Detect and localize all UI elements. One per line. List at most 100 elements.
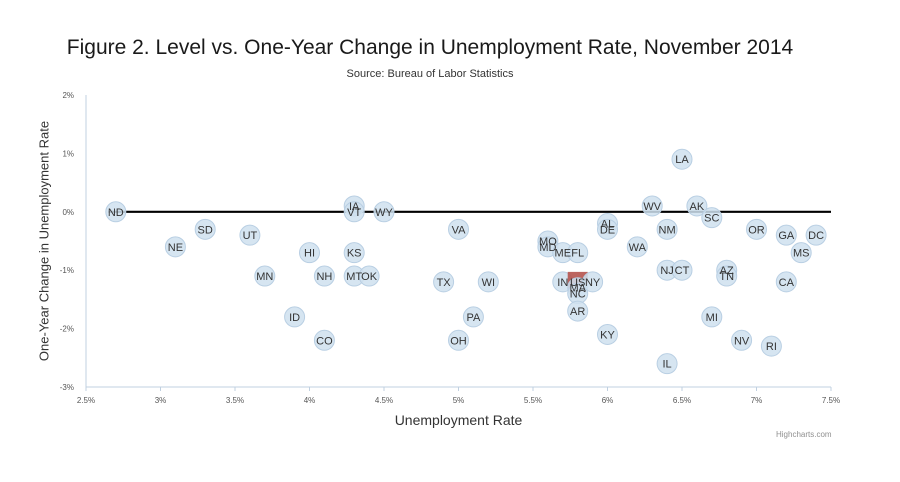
data-label-mo: MO — [539, 236, 557, 248]
x-tick-label: 4% — [304, 396, 316, 405]
data-label-ct: CT — [675, 265, 690, 277]
data-point-la — [671, 148, 693, 170]
data-label-in: IN — [557, 277, 568, 289]
data-point-ms — [790, 242, 812, 264]
data-label-il: IL — [663, 359, 672, 371]
x-tick-label: 7.5% — [822, 396, 840, 405]
data-label-dc: DC — [808, 230, 824, 242]
data-label-wv: WV — [643, 201, 661, 213]
data-label-md: MD — [539, 242, 556, 254]
data-point-ct — [671, 259, 693, 281]
y-tick-label: -2% — [60, 325, 74, 334]
y-tick-label: 0% — [62, 208, 74, 217]
data-label-la: LA — [675, 154, 689, 166]
data-point-nm — [656, 218, 678, 240]
data-label-nc: NC — [570, 289, 586, 301]
data-point-ny — [582, 271, 604, 293]
data-point-mi — [701, 306, 723, 328]
data-label-ny: NY — [585, 277, 601, 289]
data-label-pa: PA — [466, 312, 481, 324]
y-tick-label: 1% — [62, 149, 74, 158]
data-label-nv: NV — [734, 335, 750, 347]
x-tick-label: 5.5% — [524, 396, 542, 405]
y-tick-label: -1% — [60, 266, 74, 275]
x-tick-label: 4.5% — [375, 396, 393, 405]
data-label-hi: HI — [304, 248, 315, 260]
data-point-pa — [462, 306, 484, 328]
x-tick-label: 3% — [155, 396, 167, 405]
data-label-ar: AR — [570, 306, 585, 318]
data-label-az: AZ — [720, 265, 734, 277]
data-label-wa: WA — [629, 242, 647, 254]
data-label-ne: NE — [168, 242, 183, 254]
x-tick-label: 6.5% — [673, 396, 691, 405]
chart-title: Figure 2. Level vs. One-Year Change in U… — [66, 36, 794, 59]
data-label-ok: OK — [361, 271, 378, 283]
data-label-sc: SC — [704, 213, 719, 225]
data-label-mi: MI — [706, 312, 718, 324]
data-label-ms: MS — [793, 248, 810, 260]
data-point-ut — [239, 224, 261, 246]
data-point-ri — [760, 335, 782, 357]
data-point-mn — [254, 265, 276, 287]
y-tick-label: -3% — [60, 383, 74, 392]
data-label-nj: NJ — [660, 265, 673, 277]
data-point-sc — [701, 207, 723, 229]
data-point-ok — [358, 265, 380, 287]
data-label-mn: MN — [256, 271, 273, 283]
data-label-me: ME — [555, 248, 572, 260]
data-label-mt: MT — [346, 271, 362, 283]
data-point-tn — [716, 265, 738, 287]
data-label-ks: KS — [347, 248, 362, 260]
data-label-co: CO — [316, 335, 333, 347]
data-label-ri: RI — [766, 341, 777, 353]
data-label-ia: IA — [349, 201, 360, 213]
data-label-wi: WI — [482, 277, 495, 289]
data-label-nm: NM — [659, 224, 676, 236]
data-point-tx — [433, 271, 455, 293]
data-label-id: ID — [289, 312, 300, 324]
data-label-ma: MA — [569, 283, 586, 295]
data-label-ut: UT — [243, 230, 258, 242]
data-point-hi — [299, 242, 320, 264]
data-label-us: US — [570, 277, 585, 289]
x-axis-label: Unemployment Rate — [394, 412, 523, 428]
data-point-wi — [477, 271, 499, 293]
data-point-wa — [626, 236, 648, 258]
data-point-va — [448, 218, 469, 240]
data-label-ga: GA — [778, 230, 795, 242]
data-label-oh: OH — [450, 335, 467, 347]
data-point-id — [284, 306, 306, 328]
data-label-va: VA — [452, 224, 467, 236]
x-tick-label: 5% — [453, 396, 465, 405]
x-tick-label: 6% — [602, 396, 614, 405]
data-point-fl — [567, 242, 589, 264]
data-point-sd — [194, 218, 216, 240]
data-point-or — [746, 218, 767, 240]
data-label-tn: TN — [719, 271, 734, 283]
data-point-nh — [313, 265, 335, 287]
data-point-dc — [805, 224, 827, 246]
data-label-ak: AK — [690, 201, 705, 213]
data-label-fl: FL — [571, 248, 584, 260]
data-point-co — [313, 329, 335, 351]
data-label-al: AL — [601, 218, 614, 230]
data-point-wv — [641, 195, 663, 217]
data-point-de — [597, 218, 618, 240]
data-label-or: OR — [748, 224, 765, 236]
data-point-ne — [164, 236, 186, 258]
data-label-wy: WY — [375, 207, 393, 219]
data-point-ky — [597, 323, 618, 345]
credits-text[interactable]: Highcharts.com — [776, 430, 832, 439]
data-label-ky: KY — [600, 329, 615, 341]
chart-subtitle: Source: Bureau of Labor Statistics — [346, 68, 514, 80]
data-label-nd: ND — [108, 207, 124, 219]
y-tick-label: 2% — [62, 91, 74, 100]
x-tick-label: 7% — [751, 396, 763, 405]
y-axis-label: One-Year Change in Unemployment Rate — [36, 120, 52, 362]
data-point-oh — [448, 329, 469, 351]
data-point-vt — [343, 201, 365, 223]
data-label-nh: NH — [316, 271, 332, 283]
